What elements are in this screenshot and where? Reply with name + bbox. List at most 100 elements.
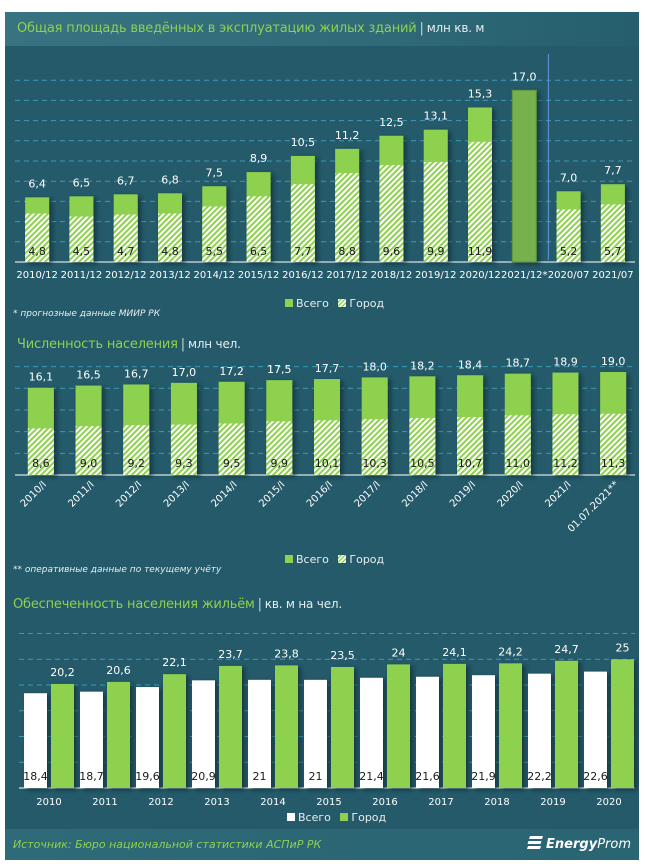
data-label-total: 16,1 (29, 371, 54, 384)
x-tick-label: 2019/I (448, 479, 478, 509)
x-tick-label: 2013/I (162, 479, 192, 509)
data-label-total: 18,7 (79, 770, 104, 783)
bar-city (611, 659, 634, 788)
data-label-city: 11,3 (601, 457, 626, 470)
x-tick-label: 2014/I (209, 479, 239, 509)
data-label-city: 9,3 (175, 457, 193, 470)
legend-label-city: Город (349, 553, 385, 566)
x-tick-label: 2020/07 (548, 270, 590, 281)
data-label-total: 17,7 (315, 362, 340, 375)
x-tick-label: 2018/12 (371, 270, 413, 281)
logo-text-bold: Energy (546, 837, 598, 852)
chart2-footnote: ** оперативные данные по текущему учёту (13, 565, 222, 575)
chart3-title: Обеспеченность населения жильём | кв. м на… (13, 597, 342, 612)
bar-total (24, 693, 47, 788)
bar-total (360, 677, 383, 788)
x-tick-label: 2017/I (353, 479, 383, 509)
data-label-city: 23,5 (330, 649, 355, 662)
chart2-title: Численность населения | млн чел. (17, 337, 241, 352)
chart2-unit: млн чел. (187, 337, 241, 351)
data-label-city: 5,2 (560, 245, 578, 258)
data-label-city: 9,9 (271, 457, 289, 470)
bar-city (335, 173, 360, 262)
x-tick-label: 2010/12 (16, 270, 58, 281)
bar-city (170, 424, 197, 475)
x-tick-label: 2019 (540, 797, 565, 808)
data-label-total: 11,2 (335, 129, 360, 142)
x-tick-label: 2015/I (257, 479, 287, 509)
bar-city (331, 666, 354, 788)
data-label-city: 25 (616, 641, 630, 654)
bar-city (600, 413, 627, 475)
data-label-total: 19,0 (601, 357, 626, 368)
data-label-total: 6,5 (73, 176, 91, 189)
bar-city (113, 214, 138, 262)
data-label-total: 17,2 (219, 365, 244, 378)
data-label-city: 23,8 (274, 647, 299, 660)
chart1-legend: Всего Город (285, 297, 390, 310)
legend-label-total: Всего (296, 553, 329, 566)
data-label-total: 7,5 (206, 166, 224, 179)
bar-total (472, 675, 495, 788)
legend-swatch-total (287, 813, 295, 821)
x-tick-label: 2015/12 (238, 270, 280, 281)
data-label-total: 12,5 (379, 116, 404, 129)
data-label-total: 15,3 (468, 87, 493, 100)
x-tick-label: 2014 (260, 797, 285, 808)
legend-item-city: Город (338, 553, 384, 566)
energyprom-logo: EnergyProm (527, 836, 631, 852)
data-label-total: 7,7 (604, 164, 622, 177)
legend-label-total: Всего (298, 811, 331, 824)
bar-total-forecast (511, 89, 537, 263)
data-label-total: 7,0 (560, 171, 578, 184)
bar-total (304, 679, 327, 788)
bar-city (123, 425, 150, 475)
x-tick-label: 2012 (148, 797, 173, 808)
data-label-city: 24,7 (554, 643, 579, 656)
bar-city (219, 665, 242, 788)
bar-city (107, 681, 130, 788)
data-label-total: 21 (253, 770, 267, 783)
chart1-area-commissioned: 4,8 6,4 2010/12 4,5 6,5 2011/12 4,7 6,7 2012/12 4… (15, 54, 635, 281)
bar-city (387, 664, 410, 788)
data-label-total: 17,0 (172, 366, 197, 379)
legend-item-total: Всего (285, 553, 329, 566)
footer-bar: Источник: Бюро национальной статистики А… (5, 829, 639, 860)
data-label-total: 21,9 (471, 770, 496, 783)
x-tick-label: 2021/07 (592, 270, 634, 281)
bar-city (499, 663, 522, 788)
bar-city (27, 428, 54, 475)
data-label-city: 23,7 (218, 648, 243, 661)
data-label-city: 22,1 (162, 656, 187, 669)
bar-city (468, 141, 492, 262)
data-label-total: 18,9 (553, 357, 578, 369)
data-label-total: 21 (309, 770, 323, 783)
data-label-total: 18,7 (506, 357, 531, 370)
x-tick-label: 2020/I (496, 479, 526, 509)
data-label-city: 10,7 (458, 457, 483, 470)
legend-label-city: Город (349, 297, 385, 310)
x-tick-label: 2011/I (66, 479, 96, 509)
chart2-title-separator: | (180, 337, 185, 352)
bar-city (202, 206, 227, 262)
bar-total (136, 687, 159, 788)
data-label-city: 10,1 (315, 457, 340, 470)
data-label-city: 9,6 (383, 245, 401, 258)
bar-city (314, 420, 340, 475)
x-tick-label: 2017/12 (326, 270, 368, 281)
chart1-title-separator: | (419, 21, 424, 36)
x-tick-label: 2012/12 (105, 270, 147, 281)
chart1-unit: млн кв. м (426, 21, 485, 35)
x-tick-label: 2021/12* (501, 270, 548, 281)
bar-city (25, 213, 50, 262)
infographic-panel: Общая площадь введённых в эксплуатацию ж… (5, 12, 639, 860)
chart1-title: Общая площадь введённых в эксплуатацию ж… (17, 21, 484, 36)
chart3-title-separator: | (257, 597, 262, 612)
chart3-legend: Всего Город (287, 811, 392, 824)
x-tick-label: 2014/12 (194, 270, 236, 281)
data-label-city: 10,5 (410, 457, 435, 470)
x-tick-label: 2016/12 (282, 270, 324, 281)
data-label-city: 4,8 (28, 245, 46, 258)
data-label-total: 18,4 (458, 358, 483, 371)
bar-city (266, 421, 293, 475)
